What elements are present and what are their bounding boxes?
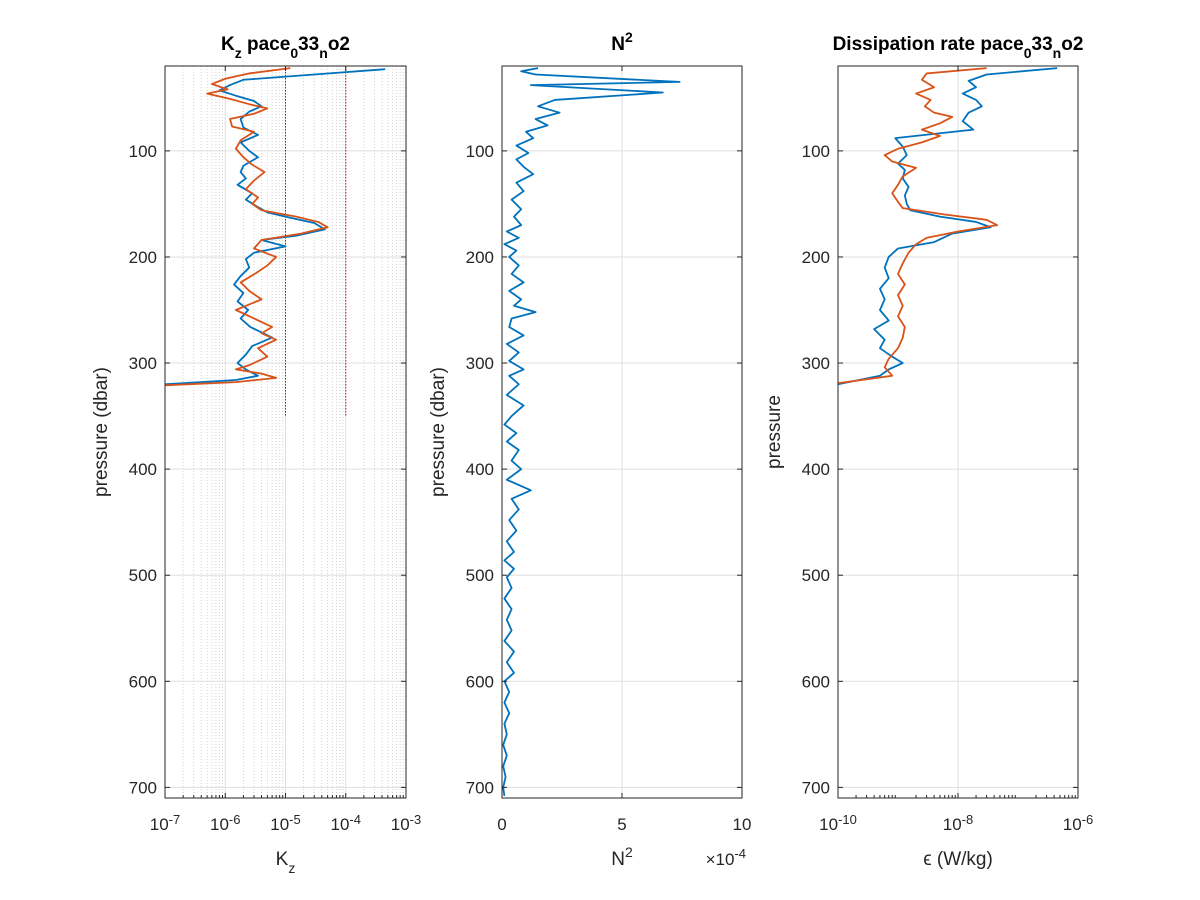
x-tick-label: 10-6 [210, 812, 240, 834]
y-tick-label: 400 [802, 460, 830, 479]
y-tick-label: 200 [129, 248, 157, 267]
chart-title: N2 [611, 29, 633, 55]
series-line-1 [502, 67, 681, 797]
y-tick-label: 300 [802, 354, 830, 373]
x-tick-label: 10-6 [1063, 812, 1093, 834]
y-tick-label: 700 [129, 778, 157, 797]
x-axis-label: N2 [611, 844, 633, 870]
x-axis-multiplier: ×10-4 [706, 846, 746, 870]
y-tick-label: 100 [802, 142, 830, 161]
series-line-1 [165, 68, 386, 386]
y-axis-label: pressure (dbar) [91, 367, 112, 497]
x-tick-label: 5 [617, 815, 626, 834]
y-tick-label: 200 [802, 248, 830, 267]
series-group [502, 67, 681, 797]
y-tick-label: 100 [129, 142, 157, 161]
x-tick-label: 10-5 [270, 812, 300, 834]
y-tick-label: 300 [129, 354, 157, 373]
x-tick-label: 10-10 [819, 812, 857, 834]
chart-title: Kz pace033no2 [221, 34, 350, 61]
y-tick-label: 400 [466, 460, 494, 479]
y-tick-label: 400 [129, 460, 157, 479]
series-line-1 [838, 67, 1058, 386]
series-line-2 [165, 67, 329, 387]
y-axis-label: pressure [764, 395, 785, 469]
y-tick-label: 500 [129, 566, 157, 585]
chart-title: Dissipation rate pace033no2 [833, 34, 1084, 61]
x-tick-label: 10-8 [943, 812, 973, 834]
y-tick-label: 600 [129, 672, 157, 691]
y-tick-label: 600 [802, 672, 830, 691]
y-tick-label: 500 [466, 566, 494, 585]
y-tick-label: 100 [466, 142, 494, 161]
y-tick-label: 700 [466, 778, 494, 797]
series-group [165, 67, 386, 387]
y-tick-label: 200 [466, 248, 494, 267]
chart-panel-3: 100 200 300 400 500 600 700 10-10 10-8 10-6 Dissip… [764, 34, 1093, 870]
x-axis-label: Kz [276, 849, 296, 876]
y-tick-label: 500 [802, 566, 830, 585]
y-tick-label: 300 [466, 354, 494, 373]
x-tick-label: 10-3 [391, 812, 421, 834]
x-tick-label: 10 [733, 815, 752, 834]
y-tick-label: 700 [802, 778, 830, 797]
x-axis-label: ϵ (W/kg) [923, 849, 993, 870]
x-tick-label: 10-7 [150, 812, 180, 834]
y-axis-label: pressure (dbar) [428, 367, 449, 497]
x-tick-label: 10-4 [331, 812, 361, 834]
y-tick-label: 600 [466, 672, 494, 691]
series-line-2 [838, 67, 999, 385]
x-tick-label: 0 [497, 815, 506, 834]
series-group [838, 67, 1058, 386]
chart-panel-1: 100 200 300 400 500 600 700 10-7 10-6 10-5 10-4 10-… [91, 34, 421, 876]
